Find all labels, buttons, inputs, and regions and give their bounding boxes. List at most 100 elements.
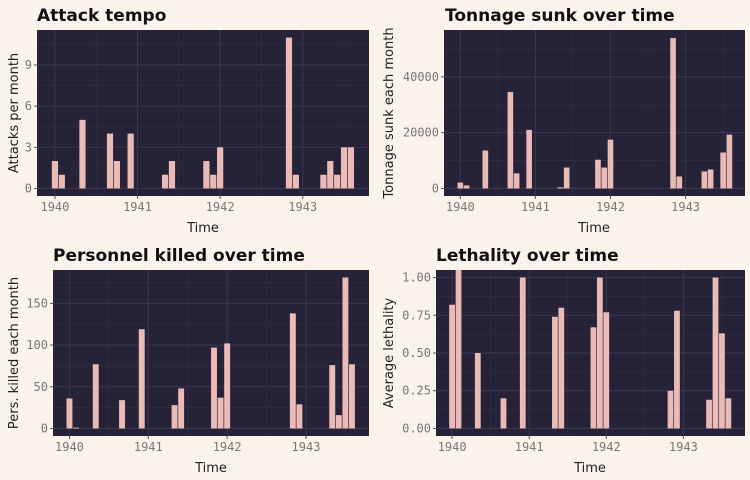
bar	[217, 147, 224, 189]
x-tick-label: 1943	[671, 200, 700, 214]
bar	[127, 133, 134, 189]
bar	[712, 277, 719, 429]
y-tick-label: 9	[25, 58, 32, 72]
x-tick-label: 1941	[134, 440, 163, 454]
bar	[92, 364, 99, 429]
x-tick-label: 1940	[438, 440, 467, 454]
y-axis-label: Average lethality	[382, 297, 397, 408]
bar	[58, 174, 65, 189]
bar	[334, 174, 341, 189]
chart-title: Lethality over time	[436, 246, 619, 266]
bar	[603, 312, 610, 429]
y-tick-label: 150	[26, 296, 48, 310]
y-tick-label: 0	[432, 181, 439, 195]
bar	[552, 316, 558, 429]
bar	[79, 119, 86, 189]
bars	[457, 38, 733, 189]
bar	[320, 174, 327, 189]
panel-background	[53, 270, 369, 436]
bar	[674, 310, 680, 429]
bar	[507, 91, 514, 189]
bar	[601, 167, 608, 189]
y-axis-label: Attacks per month	[7, 53, 22, 173]
bar	[51, 161, 59, 189]
panel-attack-tempo: Attack tempo Time Attacks per month	[7, 6, 219, 236]
bar	[168, 161, 176, 189]
y-axis-label: Tonnage sunk each month	[382, 27, 397, 199]
bar	[557, 187, 564, 189]
bar	[335, 415, 342, 429]
chart-title: Tonnage sunk over time	[445, 6, 675, 26]
x-tick-label: 1943	[292, 440, 321, 454]
plot-area: 0 50 100 150 1940 1941 1942 1943	[26, 270, 369, 454]
x-tick-label: 1940	[40, 200, 69, 214]
bar	[347, 147, 355, 189]
x-tick-label: 1942	[213, 440, 242, 454]
x-tick-label: 1940	[446, 200, 475, 214]
bar	[701, 171, 708, 189]
bar	[292, 174, 299, 189]
x-axis-label: Time	[573, 461, 606, 476]
bar	[667, 390, 674, 429]
bar	[285, 37, 293, 189]
bar	[340, 147, 348, 189]
bar	[706, 399, 712, 429]
chart-title: Personnel killed over time	[53, 246, 305, 266]
bar	[500, 398, 507, 429]
bar	[513, 173, 520, 189]
bar	[455, 270, 462, 429]
y-tick-label: 0.00	[402, 421, 431, 435]
panel-background	[444, 30, 745, 196]
y-tick-label: 40000	[403, 70, 439, 84]
panel-tonnage-sunk: Tonnage sunk over time Time Tonnage sunk…	[382, 6, 675, 236]
bar	[138, 329, 145, 429]
bar	[463, 185, 470, 189]
bar	[66, 398, 73, 429]
y-tick-label: 20000	[403, 126, 439, 140]
panel-lethality: Lethality over time Time Average lethali…	[382, 246, 619, 476]
x-axis-label: Time	[194, 461, 227, 476]
bar	[73, 427, 79, 429]
y-tick-label: 0	[25, 181, 32, 195]
bar	[349, 364, 355, 429]
y-tick-label: 0.75	[402, 308, 431, 322]
bar	[171, 405, 178, 429]
y-tick-label: 50	[34, 380, 48, 394]
x-tick-label: 1942	[206, 200, 235, 214]
x-tick-label: 1940	[55, 440, 84, 454]
bar	[217, 397, 224, 429]
bar	[449, 304, 455, 429]
bar	[725, 398, 732, 429]
bar	[676, 176, 683, 189]
bars	[66, 277, 355, 429]
bar	[119, 400, 125, 429]
y-tick-label: 100	[26, 338, 48, 352]
x-axis-label: Time	[186, 221, 219, 236]
bar	[342, 277, 349, 429]
bar	[289, 313, 296, 429]
bar	[106, 133, 114, 189]
y-tick-label: 0.50	[402, 346, 431, 360]
x-tick-label: 1943	[288, 200, 317, 214]
bar	[595, 159, 601, 189]
bar	[210, 174, 217, 189]
bar	[161, 174, 169, 189]
bar	[558, 307, 565, 429]
bar	[327, 161, 334, 189]
bar	[203, 161, 210, 189]
bar	[590, 327, 597, 429]
bar	[482, 150, 489, 189]
y-tick-label: 6	[25, 99, 32, 113]
bar	[224, 343, 231, 429]
plot-area: 0 3 6 9 1940 1941 1942 1943	[25, 30, 369, 214]
bar	[719, 333, 725, 429]
x-tick-label: 1941	[123, 200, 152, 214]
bar	[720, 152, 726, 189]
bar	[670, 38, 676, 189]
bar	[211, 347, 217, 429]
x-tick-label: 1941	[521, 200, 550, 214]
bar	[474, 353, 481, 429]
plot-area: 0 20000 40000 1940 1941 1942 1943	[403, 30, 745, 214]
bar	[726, 134, 733, 189]
